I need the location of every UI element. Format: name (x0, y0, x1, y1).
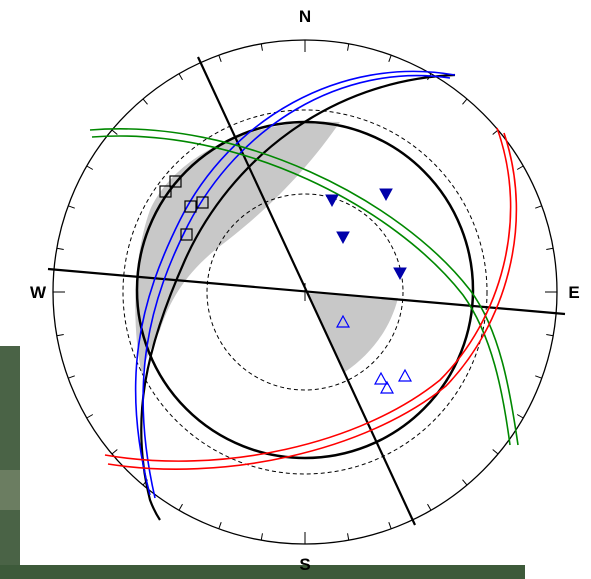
background-photo (0, 346, 525, 579)
green-great-circle-1 (89, 128, 519, 446)
shaded-crescent (135, 121, 340, 375)
filled-down-triangle-marker (336, 231, 350, 245)
degree-tick (462, 479, 468, 486)
degree-tick (347, 533, 350, 541)
red-great-circle-2 (107, 132, 518, 470)
nnw-sse-line (197, 56, 416, 526)
degree-tick (178, 73, 183, 81)
degree-tick (260, 533, 263, 541)
degree-tick (218, 522, 222, 529)
degree-tick (516, 165, 524, 170)
photo-fragment-bottom (0, 565, 525, 579)
east-label: E (568, 283, 579, 302)
degree-tick (546, 334, 554, 337)
degree-tick (56, 247, 64, 250)
open-square-marker (169, 175, 182, 188)
blue-great-circle-2 (142, 74, 451, 499)
open-square-marker (184, 200, 197, 213)
black-great-circle (140, 73, 456, 521)
degree-tick (56, 334, 64, 337)
degree-tick (260, 43, 263, 51)
degree-tick (142, 98, 148, 105)
open-square-markers (159, 175, 209, 241)
photo-fragment-left (0, 346, 20, 579)
degree-tick (111, 449, 118, 455)
filled-down-triangle-marker (325, 194, 339, 208)
open-square-marker (196, 196, 209, 209)
degree-tick (462, 98, 468, 105)
degree-tick (388, 522, 392, 529)
photo-fragment-shade (0, 470, 20, 510)
red-great-circle-1 (104, 127, 512, 462)
degree-tick (492, 449, 499, 455)
open-up-triangle-marker (373, 371, 389, 385)
degree-tick (535, 375, 542, 379)
degree-tick (516, 414, 524, 419)
filled-down-triangle-marker (379, 188, 393, 202)
degree-tick (111, 129, 118, 135)
degree-tick (535, 205, 542, 209)
degree-tick (86, 414, 94, 419)
degree-tick (347, 43, 350, 51)
south-label: S (299, 555, 310, 574)
open-up-triangle-marker (379, 380, 395, 394)
open-up-triangle-marker (335, 314, 351, 328)
north-label: N (299, 7, 311, 26)
green-great-circle-2 (91, 135, 511, 446)
degree-tick (178, 503, 183, 511)
west-label: W (30, 283, 47, 302)
degree-tick (86, 165, 94, 170)
degree-tick (388, 55, 392, 62)
filled-triangle-markers (325, 188, 407, 281)
dashed-circle-outer (122, 109, 488, 475)
degree-tick (68, 375, 75, 379)
open-square-marker (180, 228, 193, 241)
blue-great-circle-1 (134, 70, 456, 496)
shaded-triangle (306, 293, 398, 372)
degree-tick (427, 503, 432, 511)
filled-down-triangle-marker (393, 267, 407, 281)
degree-tick (68, 205, 75, 209)
degree-tick (546, 247, 554, 250)
degree-tick (218, 55, 222, 62)
dashed-circle-inner (206, 193, 404, 391)
open-square-marker (159, 185, 172, 198)
open-triangle-markers (335, 314, 413, 394)
open-up-triangle-marker (397, 368, 413, 382)
